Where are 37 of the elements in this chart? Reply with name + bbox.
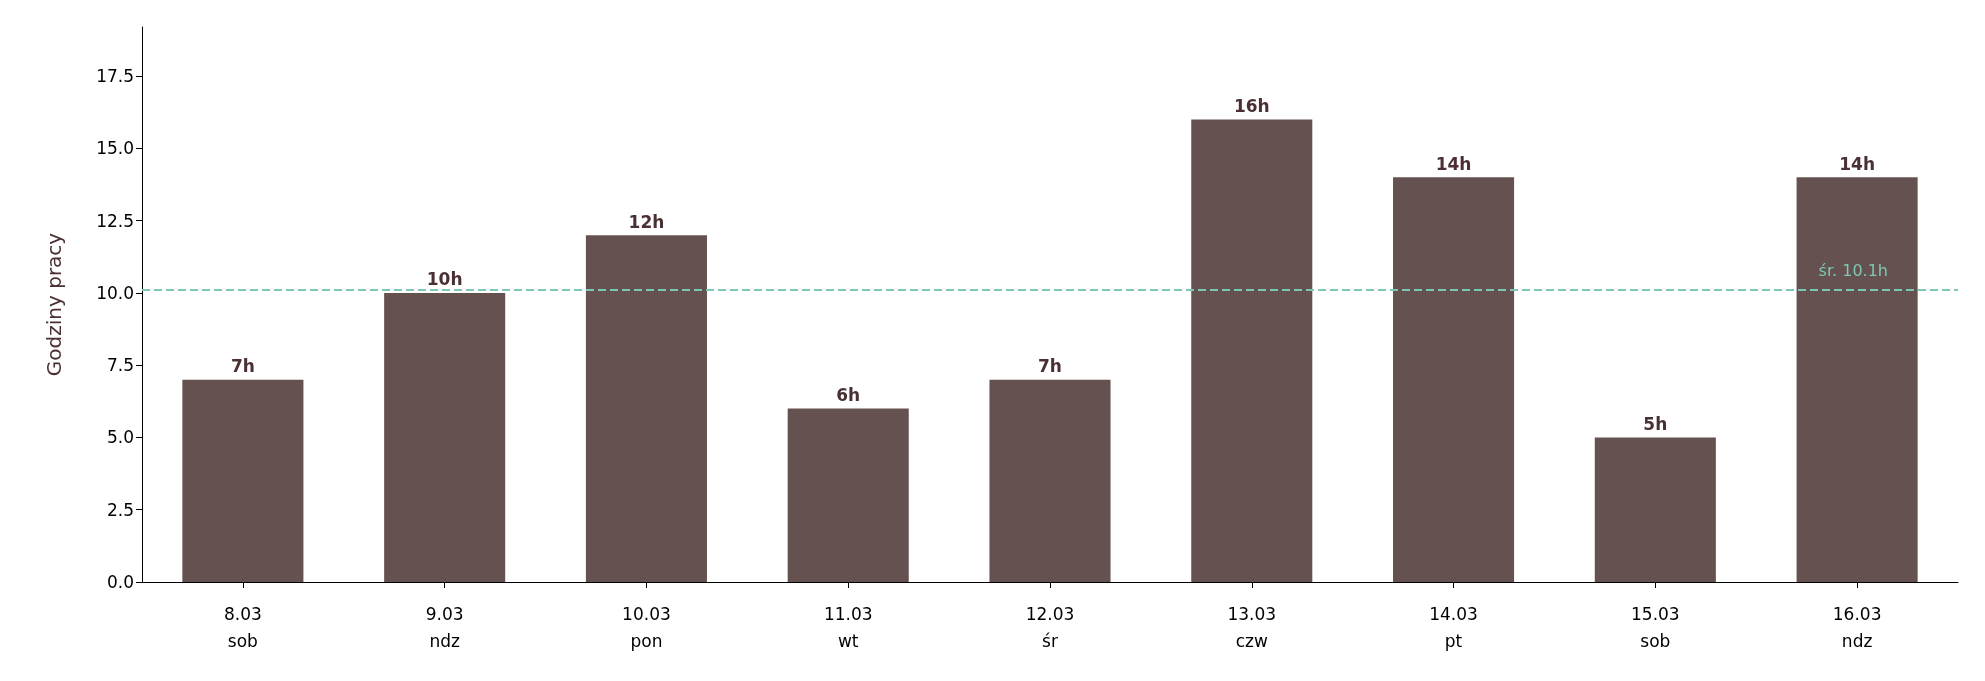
bar <box>1594 437 1716 582</box>
data-label: 5h <box>1643 413 1668 434</box>
data-label: 16h <box>1233 96 1270 116</box>
bar <box>1393 177 1515 582</box>
data-label: 14h <box>1839 153 1875 174</box>
x-tick-label: 13.03 czw <box>1227 603 1277 651</box>
bar <box>182 379 304 582</box>
x-tick-label: 15.03 sob <box>1631 603 1680 651</box>
x-tick-label: 14.03 pt <box>1429 603 1478 651</box>
data-label: 7h <box>230 356 255 377</box>
bar <box>787 408 909 582</box>
x-tick-label: 8.03 sob <box>223 603 262 651</box>
bar <box>989 379 1111 582</box>
bar <box>1191 119 1313 582</box>
y-tick-label: 12.5 <box>96 210 134 231</box>
x-tick-label: 9.03 ndz <box>425 603 464 651</box>
data-label: 10h <box>426 269 463 290</box>
x-tick-label: 10.03 pon <box>622 603 671 651</box>
data-label: 14h <box>1435 153 1472 174</box>
y-tick-label: 0.0 <box>106 572 134 592</box>
y-tick-label: 10.0 <box>96 282 134 303</box>
bar <box>585 235 707 582</box>
x-tick-label: 11.03 wt <box>823 603 873 651</box>
y-tick-label: 7.5 <box>106 355 134 376</box>
x-tick-label: 16.03 ndz <box>1832 603 1882 651</box>
bar <box>1796 177 1918 582</box>
y-tick-label: 17.5 <box>96 66 134 87</box>
y-tick-label: 15.0 <box>96 138 134 159</box>
data-label: 6h <box>836 385 861 406</box>
ref-line-label: śr. 10.1h <box>1818 260 1888 280</box>
x-tick-label: 12.03 śr <box>1025 603 1075 651</box>
y-axis-title: Godziny pracy <box>42 232 66 377</box>
bar <box>384 292 506 582</box>
y-tick-label: 5.0 <box>106 427 134 448</box>
data-label: 12h <box>628 211 665 232</box>
y-tick-label: 2.5 <box>106 499 134 520</box>
data-label: 7h <box>1038 356 1062 377</box>
